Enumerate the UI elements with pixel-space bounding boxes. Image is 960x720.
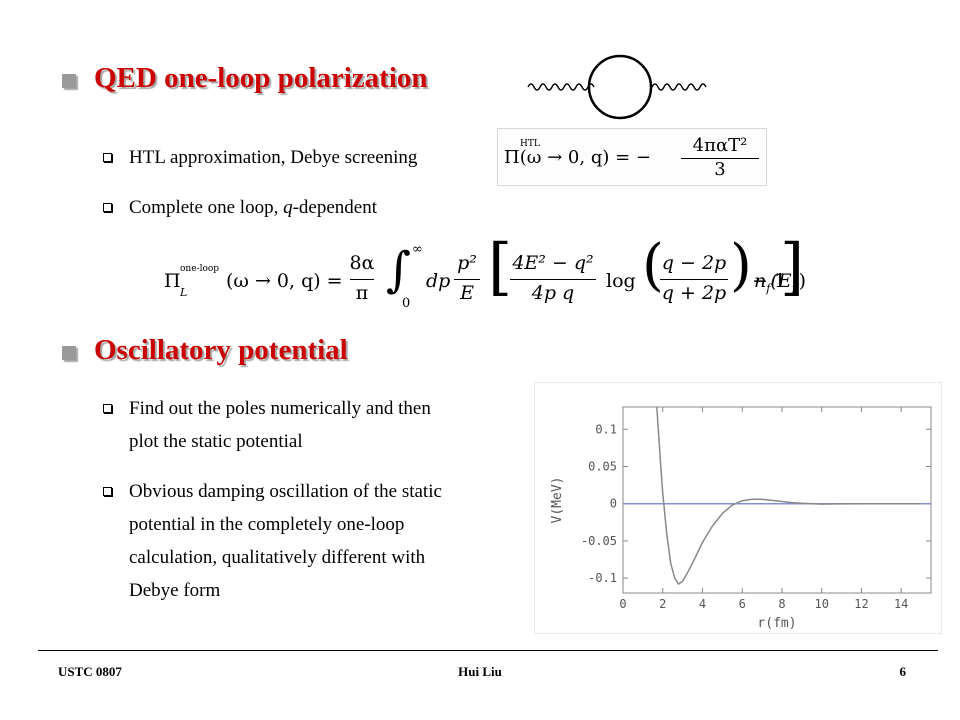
item-line: Obvious damping oscillation of the stati… — [129, 481, 442, 502]
x-tick-label: 14 — [894, 597, 908, 611]
page-number: 6 — [899, 664, 907, 679]
section-title-qed: QED one-loop polarization — [94, 62, 428, 94]
item-text: -dependent — [292, 197, 377, 218]
x-tick-label: 12 — [854, 597, 868, 611]
left-photon-line — [527, 83, 595, 91]
htl-formula-box: Π(ω → 0, q) = − HTL 4παT² 3 — [497, 128, 767, 186]
nf-term: nf(Ep) — [754, 270, 807, 295]
item-line: calculation, qualitatively different wit… — [129, 547, 426, 568]
item-damping: Obvious damping oscillation of the stati… — [129, 475, 529, 607]
sub-bullet — [103, 153, 112, 162]
footer-left: USTC 0807 — [58, 664, 122, 679]
item-htl: HTL approximation, Debye screening — [129, 147, 418, 168]
item-line: Debye form — [129, 580, 221, 601]
fermion-loop — [587, 54, 653, 120]
sub-bullet — [103, 487, 112, 496]
x-tick-label: 0 — [619, 597, 626, 611]
x-tick-label: 8 — [778, 597, 785, 611]
htl-denominator: 3 — [714, 159, 726, 180]
oneloop-lhs: (ω → 0, q) = — [226, 270, 343, 292]
section-bullet — [62, 346, 76, 360]
x-axis-label: r(fm) — [757, 616, 796, 631]
item-line: Find out the poles numerically and then — [129, 398, 431, 419]
item-text: Complete one loop, — [129, 197, 284, 218]
item-line: potential in the completely one-loop — [129, 514, 405, 535]
y-axis-label: V(MeV) — [550, 477, 565, 524]
oneloop-sup: one-loop — [180, 264, 220, 274]
sub-bullet — [103, 203, 112, 212]
plot-frame — [622, 406, 932, 594]
item-var: q — [283, 197, 293, 218]
potential-curve — [656, 407, 922, 586]
y-tick-label: 0.1 — [595, 422, 617, 436]
section-title-oscillatory: Oscillatory potential — [94, 334, 348, 366]
htl-sup: HTL — [520, 139, 540, 149]
x-tick-label: 10 — [814, 597, 828, 611]
potential-chart-frame: 0 2 4 6 8 10 12 14 0.1 0.05 0 -0.05 -0.1 r(fm) V(MeV) — [534, 382, 942, 634]
item-line: plot the static potential — [129, 431, 303, 452]
footer-author: Hui Liu — [458, 664, 502, 679]
sub-bullet — [103, 404, 112, 413]
y-tick-label: 0.05 — [588, 460, 617, 474]
y-tick-label: -0.05 — [581, 534, 617, 548]
htl-lhs: Π(ω → 0, q) = − — [504, 147, 651, 168]
item-complete-loop: Complete one loop, q-dependent — [129, 191, 377, 224]
y-tick-label: -0.1 — [588, 571, 617, 585]
y-tick-label: 0 — [610, 497, 617, 511]
section-bullet — [62, 74, 76, 88]
x-tick-label: 4 — [699, 597, 706, 611]
htl-numerator: 4παT² — [692, 135, 748, 156]
htl-formula: Π(ω → 0, q) = − HTL 4παT² 3 — [504, 135, 762, 180]
item-poles: Find out the poles numerically and then … — [129, 392, 529, 458]
right-photon-line — [651, 83, 707, 91]
oneloop-formula: Π one-loop L (ω → 0, q) = 8α π ∫ ∞ 0 dp … — [164, 230, 805, 312]
x-tick-label: 2 — [659, 597, 666, 611]
potential-chart: 0 2 4 6 8 10 12 14 0.1 0.05 0 -0.05 -0.1 r(fm) V(MeV) — [550, 406, 932, 631]
footer-rule — [38, 650, 938, 651]
feynman-diagram — [527, 54, 707, 120]
x-tick-label: 6 — [739, 597, 746, 611]
